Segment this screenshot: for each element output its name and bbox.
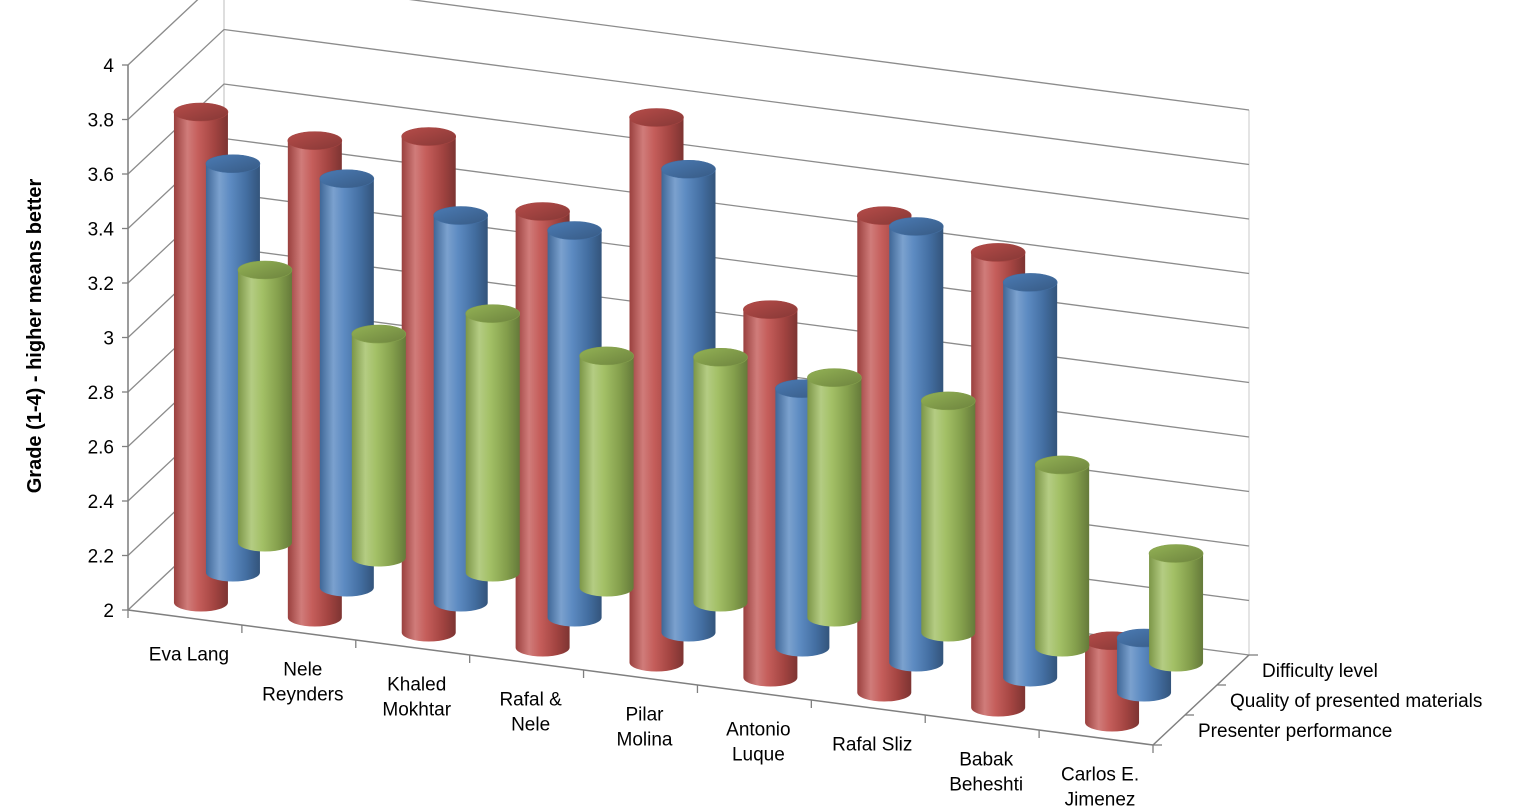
bar-difficulty-level <box>693 347 748 612</box>
y-tick-label: 3.6 <box>88 165 114 186</box>
cylinder-body <box>921 400 976 642</box>
x-category-label: Rafal & Nele <box>499 690 562 736</box>
cylinder-body <box>351 334 406 567</box>
y-tick-label: 2.8 <box>88 383 114 404</box>
bar-difficulty-level <box>1148 544 1204 672</box>
cylinder-top <box>1002 273 1058 292</box>
cylinder-top <box>287 131 343 150</box>
x-category-label: Eva Lang <box>149 645 229 666</box>
cylinder-body <box>579 355 634 597</box>
x-category-label: Khaled Mokhtar <box>382 675 451 721</box>
cylinder-body <box>465 313 520 582</box>
cylinder-top <box>1034 455 1090 475</box>
cylinder-top <box>743 300 798 319</box>
cylinder-top <box>807 368 862 388</box>
cylinder-top <box>237 260 293 280</box>
x-axis-line <box>127 609 1154 746</box>
depth-axis-line <box>1152 654 1250 746</box>
cylinder-body <box>237 270 292 552</box>
bar-difficulty-level <box>351 324 407 567</box>
cylinder-top <box>693 347 748 367</box>
bar-difficulty-level <box>579 346 634 597</box>
cylinder-top <box>319 169 375 189</box>
bar-difficulty-level <box>920 391 976 642</box>
y-tick-label: 2.4 <box>88 492 115 513</box>
cylinder-top <box>401 127 457 146</box>
x-category-label: Pilar Molina <box>617 705 673 751</box>
cylinder-top <box>1148 544 1204 563</box>
series-axis-label: Difficulty level <box>1262 661 1378 682</box>
bar-difficulty-level <box>1034 455 1090 657</box>
y-tick-label: 3.4 <box>88 220 115 241</box>
gridline <box>127 0 1250 111</box>
y-tick-label: 2.6 <box>88 438 114 459</box>
cylinder-top <box>547 221 602 240</box>
cylinder-top <box>515 202 570 221</box>
y-tick-label: 3.2 <box>88 274 114 295</box>
cylinder-body <box>807 377 862 627</box>
series-axis-label: Quality of presented materials <box>1230 691 1482 712</box>
gridline <box>127 28 1250 166</box>
cylinder-top <box>173 102 229 122</box>
cylinder-top <box>205 154 261 174</box>
series-axis-label: Presenter performance <box>1198 721 1392 742</box>
cylinder-body <box>1149 553 1204 672</box>
y-tick-label: 4 <box>103 56 114 77</box>
cylinder-body <box>1035 464 1090 657</box>
x-category-label: Nele Reynders <box>262 660 343 706</box>
x-category-label: Rafal Sliz <box>832 735 912 756</box>
cylinder-top <box>433 206 489 225</box>
bar-difficulty-level <box>807 368 862 627</box>
y-axis-title: Grade (1-4) - higher means better <box>24 179 46 494</box>
bar-difficulty-level <box>465 304 521 582</box>
cylinder-top <box>888 217 944 236</box>
y-tick-label: 3.8 <box>88 111 114 132</box>
x-category-label: Carlos E. Jimenez <box>1061 765 1139 807</box>
y-tick-label: 2.2 <box>88 547 114 568</box>
cylinder-top <box>579 346 634 366</box>
y-tick-label: 3 <box>103 329 114 350</box>
bar-difficulty-level <box>237 260 293 552</box>
gridline <box>127 83 1250 220</box>
cylinder-top <box>465 304 521 323</box>
cylinder-top <box>920 391 976 411</box>
cylinder-top <box>351 324 407 344</box>
cylinder-top <box>970 243 1026 262</box>
y-tick-label: 2 <box>103 601 114 622</box>
cylinder-top <box>629 108 684 127</box>
cylinder-top <box>661 159 716 179</box>
cylinder-body <box>693 357 748 612</box>
x-category-label: Babak Beheshti <box>949 750 1023 796</box>
x-category-label: Antonio Luque <box>726 720 790 766</box>
